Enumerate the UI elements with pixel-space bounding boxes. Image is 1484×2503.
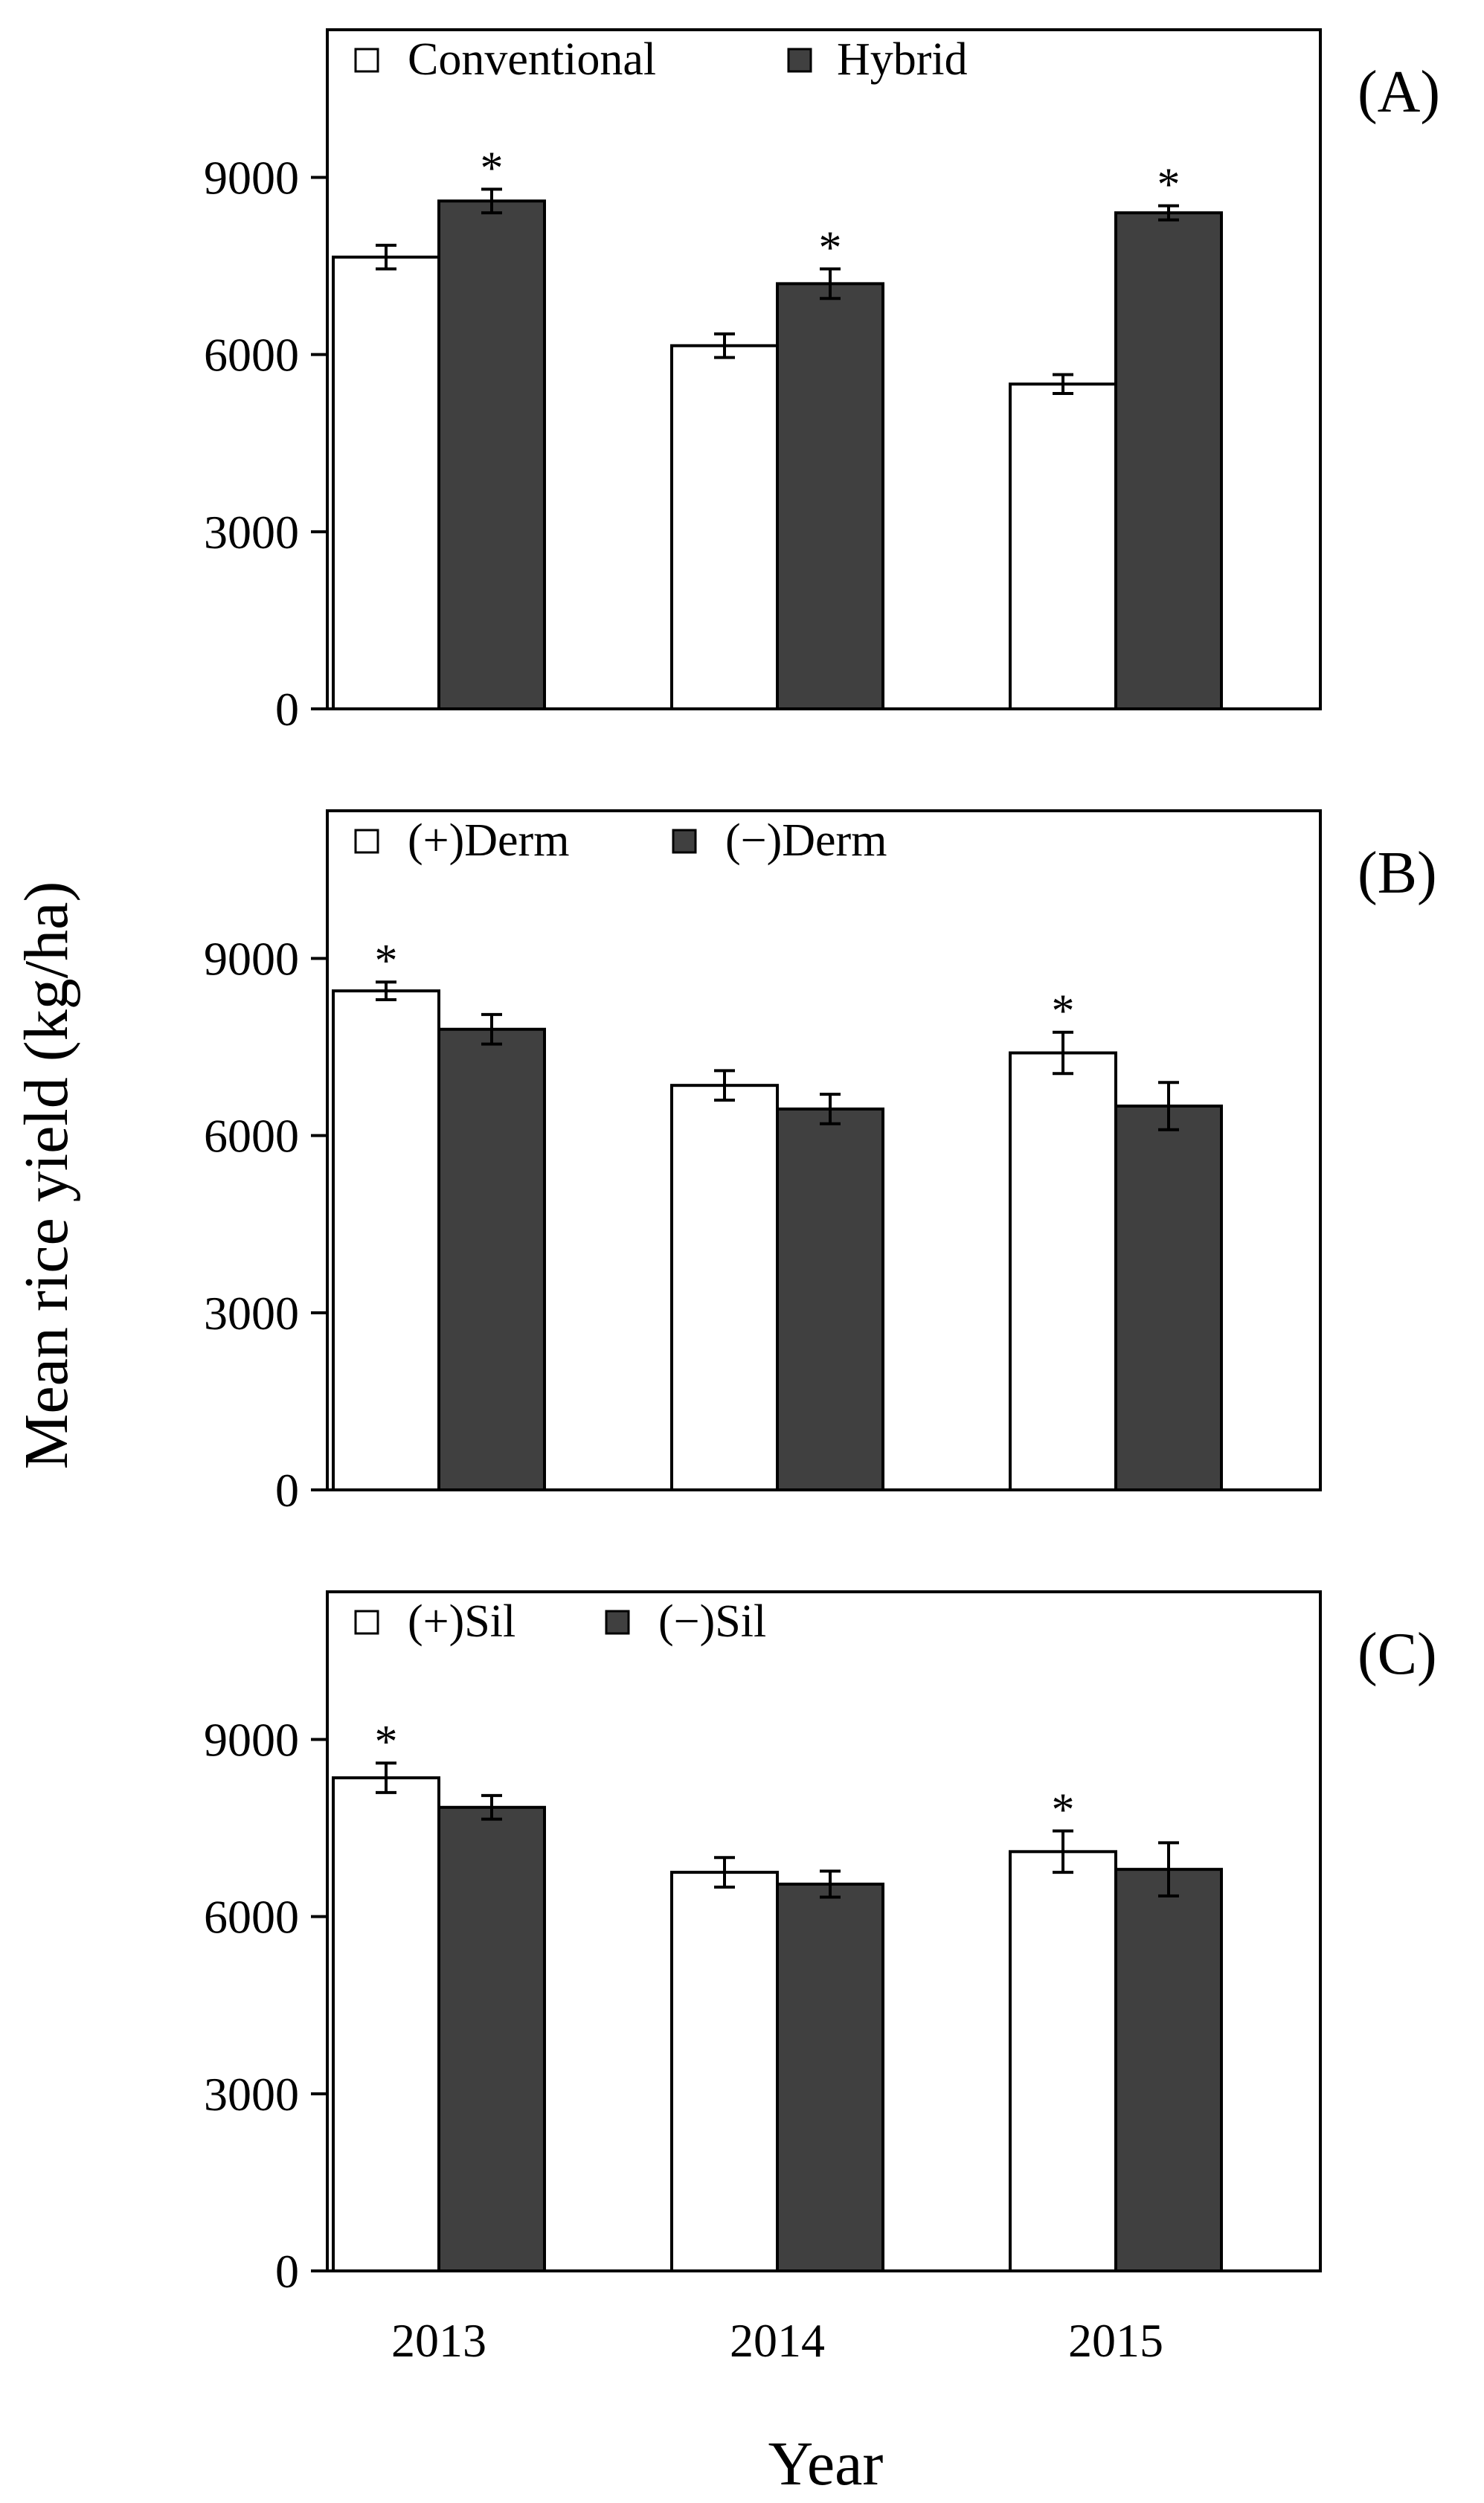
panel-label: (A) xyxy=(1358,60,1440,125)
panels: 0 3000 6000 9000 * * * Conventional Hybrid (A) 0 30… xyxy=(204,28,1440,2367)
legend-label: (−)Derm xyxy=(725,815,887,866)
panel-label: (B) xyxy=(1358,841,1437,906)
bar-sil-2014 xyxy=(670,1871,779,2272)
y-tick-label: 6000 xyxy=(204,1891,299,1944)
bar-derm-2015 xyxy=(1009,1051,1117,1492)
legend-label: (+)Derm xyxy=(408,815,569,866)
chart-panel-2: 0 3000 6000 9000 * * (+)Derm (−)Derm (B) xyxy=(204,809,1437,1517)
y-axis-title: Mean rice yield (kg/ha) xyxy=(12,881,81,1470)
legend-label: (+)Sil xyxy=(408,1596,515,1647)
y-tick-label: 0 xyxy=(275,1464,299,1517)
legend-swatch xyxy=(672,829,697,854)
legend-label: (−)Sil xyxy=(658,1596,766,1647)
y-tick-label: 6000 xyxy=(204,1110,299,1163)
bar-derm-2013 xyxy=(332,989,440,1491)
bar-derm-2015 xyxy=(1114,1104,1223,1491)
bar-hybrid-2014 xyxy=(776,282,884,710)
significance-star: * xyxy=(375,1717,398,1767)
y-tick-label: 0 xyxy=(275,2245,299,2298)
bar-conventional-2013 xyxy=(332,255,440,711)
legend-swatch xyxy=(354,829,379,854)
bar-derm-2013 xyxy=(437,1027,546,1491)
bar-sil-2013 xyxy=(332,1776,440,2272)
panel-label: (C) xyxy=(1358,1622,1437,1687)
y-tick-label: 6000 xyxy=(204,329,299,382)
bar-sil-2014 xyxy=(776,1882,884,2273)
significance-star: * xyxy=(481,143,504,193)
y-tick-label: 0 xyxy=(275,683,299,736)
x-tick-label: 2013 xyxy=(391,2314,486,2367)
x-tick-label: 2015 xyxy=(1068,2314,1163,2367)
significance-star: * xyxy=(1052,986,1075,1037)
bar-hybrid-2013 xyxy=(437,199,546,710)
y-tick-label: 3000 xyxy=(204,1287,299,1340)
legend-swatch xyxy=(787,48,812,73)
significance-star: * xyxy=(819,223,842,274)
legend-swatch xyxy=(354,48,379,73)
bar-hybrid-2015 xyxy=(1114,211,1223,710)
bar-derm-2014 xyxy=(670,1084,779,1491)
significance-star: * xyxy=(1157,160,1181,211)
x-axis-title: Year xyxy=(768,2429,884,2499)
legend-swatch xyxy=(354,1610,379,1635)
significance-star: * xyxy=(375,936,398,986)
legend-label: Conventional xyxy=(408,34,656,85)
y-tick-label: 9000 xyxy=(204,1713,299,1766)
chart-panel-3: 0 3000 6000 9000 * * (+)Sil (−)Sil (C) 2013 2014 20… xyxy=(204,1590,1437,2367)
y-tick-label: 3000 xyxy=(204,2068,299,2121)
bar-sil-2015 xyxy=(1114,1868,1223,2272)
bar-sil-2013 xyxy=(437,1805,546,2273)
bar-derm-2014 xyxy=(776,1107,884,1492)
x-tick-label: 2014 xyxy=(730,2314,825,2367)
bar-conventional-2014 xyxy=(670,344,779,710)
legend-swatch xyxy=(605,1610,630,1635)
significance-star: * xyxy=(1052,1785,1075,1836)
y-tick-label: 3000 xyxy=(204,506,299,559)
bar-sil-2015 xyxy=(1009,1850,1117,2273)
y-tick-label: 9000 xyxy=(204,151,299,204)
chart-panel-1: 0 3000 6000 9000 * * * Conventional Hybrid (A) xyxy=(204,28,1440,736)
bar-conventional-2015 xyxy=(1009,382,1117,710)
legend-label: Hybrid xyxy=(837,34,968,85)
y-tick-label: 9000 xyxy=(204,932,299,985)
